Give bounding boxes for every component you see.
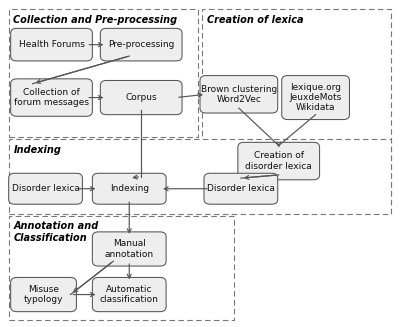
Bar	[9, 139, 391, 214]
FancyBboxPatch shape	[282, 76, 350, 120]
Bar	[202, 9, 391, 202]
FancyBboxPatch shape	[92, 278, 166, 312]
Text: Pre-processing: Pre-processing	[108, 40, 174, 49]
FancyBboxPatch shape	[9, 173, 82, 204]
Text: Collection and Pre-processing: Collection and Pre-processing	[14, 15, 178, 25]
FancyBboxPatch shape	[11, 278, 76, 312]
Bar	[9, 215, 234, 320]
FancyBboxPatch shape	[92, 173, 166, 204]
Text: Automatic
classification: Automatic classification	[100, 285, 159, 304]
Text: lexique.org
JeuxdeMots
Wikidata: lexique.org JeuxdeMots Wikidata	[290, 83, 342, 112]
Text: Indexing: Indexing	[110, 184, 149, 193]
Text: Manual
annotation: Manual annotation	[105, 239, 154, 259]
Text: Corpus: Corpus	[125, 93, 157, 102]
FancyBboxPatch shape	[100, 80, 182, 115]
Text: Disorder lexica: Disorder lexica	[12, 184, 80, 193]
Text: Creation of lexica: Creation of lexica	[207, 15, 304, 25]
Text: Misuse
typology: Misuse typology	[24, 285, 63, 304]
Text: Indexing: Indexing	[14, 145, 61, 155]
FancyBboxPatch shape	[204, 173, 278, 204]
FancyBboxPatch shape	[100, 28, 182, 61]
FancyBboxPatch shape	[11, 28, 92, 61]
Text: Annotation and
Classification: Annotation and Classification	[14, 221, 99, 243]
Text: Creation of
disorder lexica: Creation of disorder lexica	[245, 151, 312, 171]
Text: Brown clustering
Word2Vec: Brown clustering Word2Vec	[201, 85, 277, 104]
FancyBboxPatch shape	[92, 232, 166, 266]
Text: Disorder lexica: Disorder lexica	[207, 184, 275, 193]
FancyBboxPatch shape	[11, 79, 92, 116]
FancyBboxPatch shape	[200, 76, 278, 113]
Text: Health Forums: Health Forums	[18, 40, 84, 49]
Bar	[9, 9, 198, 137]
FancyBboxPatch shape	[238, 142, 320, 180]
Text: Collection of
forum messages: Collection of forum messages	[14, 88, 89, 107]
